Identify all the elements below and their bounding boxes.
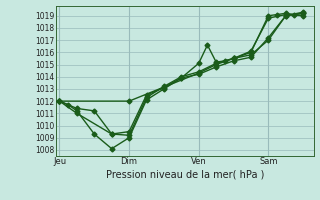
X-axis label: Pression niveau de la mer( hPa ): Pression niveau de la mer( hPa ) bbox=[106, 169, 264, 179]
